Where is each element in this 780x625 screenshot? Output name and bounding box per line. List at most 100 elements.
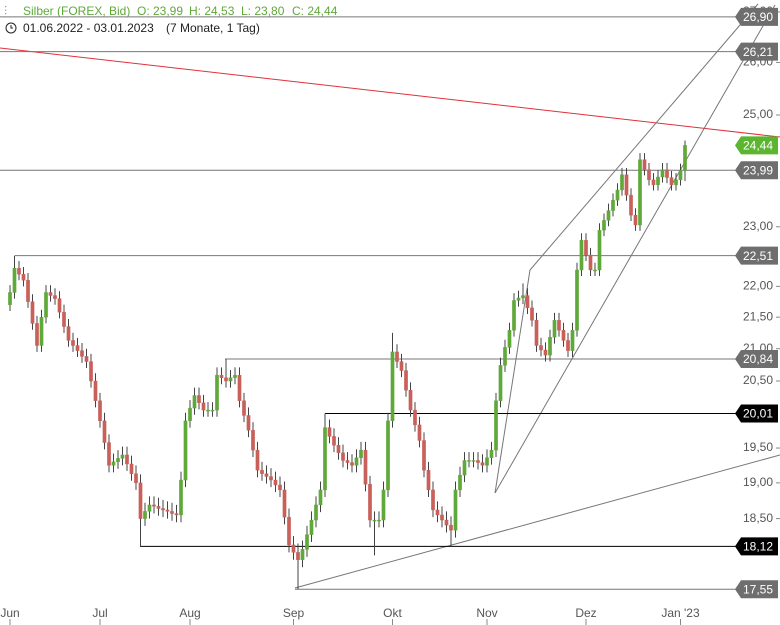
candles xyxy=(8,140,687,590)
candle-body xyxy=(246,415,251,431)
candle-body xyxy=(485,457,489,466)
candle-body xyxy=(98,400,102,422)
candle-body xyxy=(170,511,174,514)
candle-body xyxy=(498,365,503,401)
candle-body xyxy=(282,489,287,518)
candle-body xyxy=(552,320,557,338)
candle-body xyxy=(354,457,359,466)
candle-body xyxy=(183,420,188,481)
trend-line xyxy=(294,454,780,589)
candle-body xyxy=(642,159,647,170)
candle-body xyxy=(534,320,539,346)
chart-title: Silber (FOREX, Bid) xyxy=(23,4,130,18)
candle-body xyxy=(161,508,165,511)
candle-body xyxy=(656,176,660,186)
trend-line xyxy=(494,4,776,494)
candle-body xyxy=(12,268,17,293)
candle-body xyxy=(566,340,570,351)
candle-body xyxy=(660,169,665,178)
candle-body xyxy=(39,316,44,346)
clock-icon xyxy=(10,25,13,29)
candle-body xyxy=(26,280,30,302)
candle-body xyxy=(426,470,431,491)
candle-body xyxy=(179,479,183,516)
candle-body xyxy=(116,458,120,463)
candle-body xyxy=(543,349,548,356)
candle-body xyxy=(48,292,53,296)
candle-body xyxy=(84,356,89,362)
candle-body xyxy=(102,420,107,443)
clock-icon xyxy=(5,22,17,34)
candle-body xyxy=(651,179,656,186)
candle-body xyxy=(647,169,651,181)
candle-body xyxy=(309,519,314,535)
candle-body xyxy=(278,484,282,491)
candle-body xyxy=(206,409,210,412)
candle-body xyxy=(624,174,629,196)
candle-body xyxy=(111,461,116,466)
candle-body xyxy=(336,445,341,454)
candle-body xyxy=(120,454,125,459)
candle-body xyxy=(476,460,480,463)
candle-body xyxy=(125,454,129,465)
price-tag-label: 22,51 xyxy=(743,249,773,263)
candle-body xyxy=(494,400,498,451)
candle-body xyxy=(678,170,683,181)
y-tick-label: 23,00 xyxy=(743,219,773,233)
header: ⫶ Silber (FOREX, Bid) O: 23,99 H: 24,53 … xyxy=(4,4,338,35)
candle-body xyxy=(224,377,228,382)
y-tick-label: 19,00 xyxy=(743,475,773,489)
candle-body xyxy=(17,268,21,275)
candle-body xyxy=(192,395,197,409)
candle-body xyxy=(669,177,674,186)
candle-body xyxy=(210,409,215,412)
candle-body xyxy=(255,449,260,471)
candle-body xyxy=(305,534,309,550)
candle-body xyxy=(363,449,368,485)
candle-body xyxy=(539,345,543,351)
x-tick-label: Dez xyxy=(575,606,596,620)
x-tick-label: Aug xyxy=(179,606,200,620)
price-tag-label: 18,12 xyxy=(743,540,773,554)
price-tag-label: 26,21 xyxy=(743,45,773,59)
candle-body xyxy=(399,361,404,371)
candle-body xyxy=(350,462,354,466)
candle-body xyxy=(615,189,620,201)
candle-body xyxy=(368,484,372,521)
candle-body xyxy=(57,298,62,313)
candle-body xyxy=(512,300,516,331)
price-tag-label: 24,44 xyxy=(743,139,773,153)
candle-body xyxy=(287,516,291,546)
candle-body xyxy=(300,549,305,561)
candle-body xyxy=(435,509,440,516)
candle-body xyxy=(215,374,219,411)
price-tag xyxy=(735,349,778,368)
candle-body xyxy=(417,424,422,441)
y-tick-label: 21,50 xyxy=(743,309,773,323)
ohlc-label: H: 24,53 xyxy=(189,4,235,18)
trend-line xyxy=(529,3,759,271)
candle-body xyxy=(8,292,12,305)
candle-body xyxy=(35,323,39,346)
candle-body xyxy=(431,489,435,511)
candle-body xyxy=(264,473,269,477)
candle-body xyxy=(372,519,377,522)
candle-body xyxy=(377,519,381,522)
candle-body xyxy=(134,473,138,484)
y-tick-label: 20,50 xyxy=(743,373,773,387)
candle-body xyxy=(75,345,80,351)
y-tick-label: 18,50 xyxy=(743,511,773,525)
price-tags: 26,90 26,21 24,44 23,99 22,51 20,84 20,01 18,12… xyxy=(735,7,778,599)
candle-body xyxy=(21,274,26,281)
candle-body xyxy=(314,504,318,521)
candle-body xyxy=(584,240,588,256)
trend-line xyxy=(494,269,531,494)
candle-body xyxy=(296,552,300,561)
candle-body xyxy=(507,330,512,348)
candle-body xyxy=(219,374,224,378)
candle-body xyxy=(408,389,413,411)
candle-body xyxy=(579,240,584,271)
trend-lines xyxy=(0,3,780,589)
candle-body xyxy=(345,460,350,463)
